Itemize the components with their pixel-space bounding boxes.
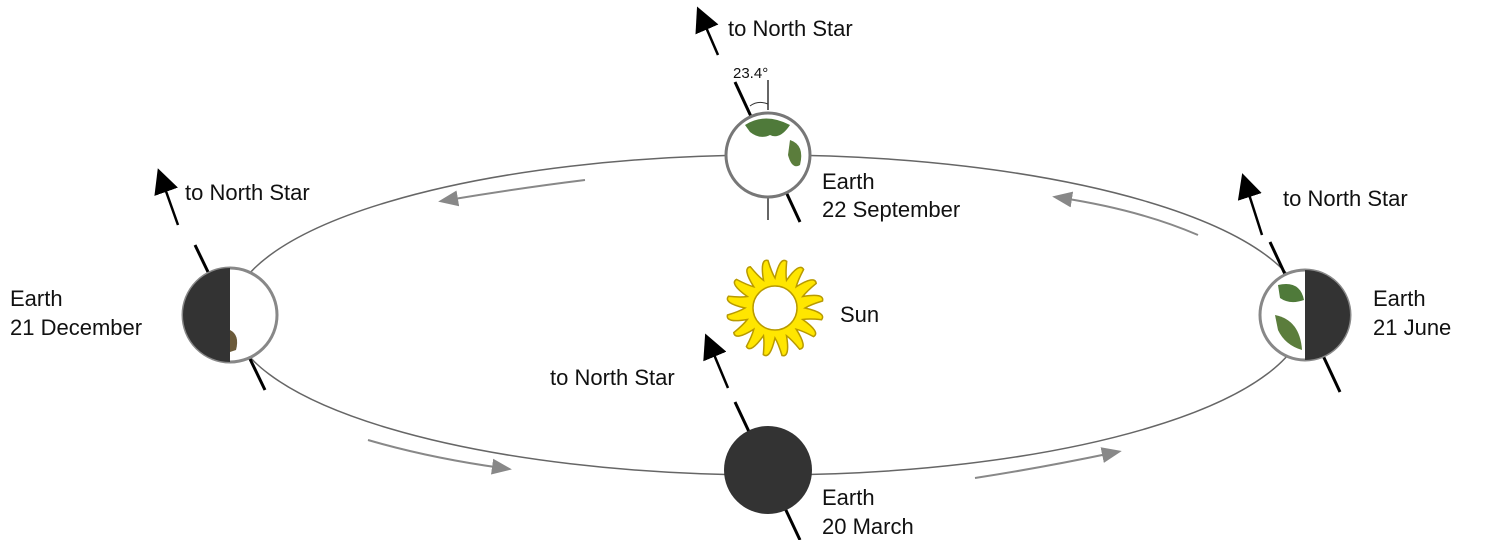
tilt-label: 23.4° [733, 65, 768, 82]
earth-march [710, 345, 812, 540]
earth-name: Earth [10, 286, 63, 311]
earth-september [702, 18, 810, 222]
earth-date: 22 September [822, 197, 960, 222]
earth-june [1246, 185, 1350, 392]
pointer-label: to North Star [728, 16, 853, 41]
orbit-arrow [368, 440, 502, 468]
diagram: Sun to North Star 23.4° Earth 22 Septemb… [0, 0, 1486, 540]
orbit-arrow [448, 180, 585, 200]
earth-december [162, 180, 277, 390]
earth-date: 21 December [10, 315, 142, 340]
earth-name: Earth [1373, 286, 1426, 311]
sun-label: Sun [840, 302, 879, 327]
pointer-label: to North Star [185, 180, 310, 205]
earth-name: Earth [822, 169, 875, 194]
pointer-label: to North Star [550, 365, 675, 390]
earth-name: Earth [822, 485, 875, 510]
earth-date: 21 June [1373, 315, 1451, 340]
sun [727, 260, 822, 355]
orbit-arrow [975, 453, 1112, 478]
orbit-arrow [1062, 198, 1198, 235]
pointer-label: to North Star [1283, 186, 1408, 211]
earth-date: 20 March [822, 514, 914, 539]
